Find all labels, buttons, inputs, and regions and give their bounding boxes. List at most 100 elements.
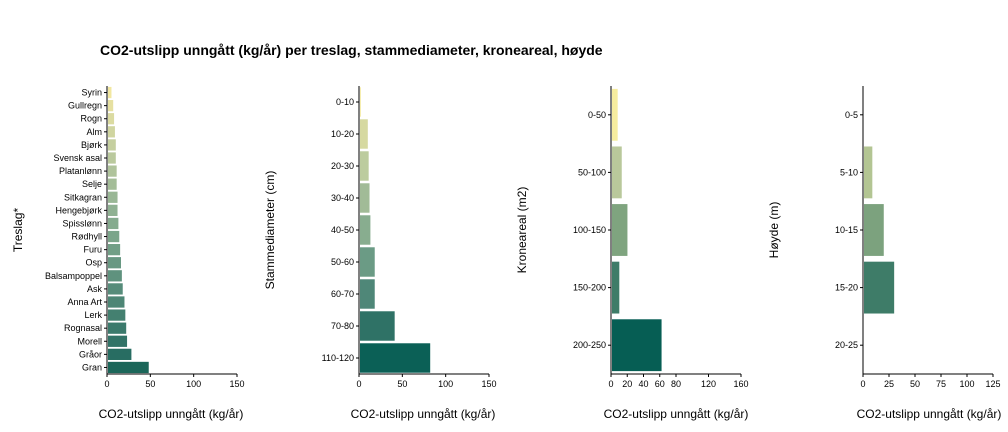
x-tick-label: 80 [671,379,681,389]
y-tick-label: 50-100 [578,167,606,177]
y-tick-label: 10-20 [331,129,354,139]
bar [360,279,375,309]
y-tick-label: 15-20 [835,283,858,293]
x-tick-label: 100 [959,379,974,389]
x-tick-label: 20 [622,379,632,389]
bar [108,348,132,360]
bar [612,261,620,314]
x-axis-title: CO2-utslipp unngått (kg/år) [351,407,496,421]
y-tick-label: 5-10 [840,167,858,177]
y-tick-label: 100-150 [573,225,606,235]
x-tick-label: 0 [104,379,109,389]
bar [108,113,115,125]
y-tick-label: Gran [82,362,102,372]
y-axis-title: Høyde (m) [767,202,781,259]
bar [108,152,116,164]
y-tick-label: 0-5 [845,110,858,120]
y-tick-label: 0-10 [336,97,354,107]
y-tick-label: Anna Art [67,297,102,307]
bar [864,146,873,199]
x-tick-label: 0 [356,379,361,389]
y-tick-label: Selje [82,179,102,189]
bar [360,215,371,245]
bar [108,126,115,138]
y-tick-label: 10-15 [835,225,858,235]
bar [360,151,369,181]
x-tick-label: 75 [936,379,946,389]
y-tick-label: Furu [83,245,102,255]
y-axis-title: Treslag* [11,208,25,253]
y-axis-title: Kroneareal (m2) [515,187,529,274]
bar [108,165,117,177]
y-tick-label: Balsampoppel [45,271,102,281]
x-tick-label: 0 [608,379,613,389]
bar [864,261,895,314]
bar [108,270,122,282]
y-tick-label: Morell [77,336,102,346]
y-tick-label: Bjørk [81,140,102,150]
y-tick-label: 60-70 [331,289,354,299]
y-tick-label: 200-250 [573,340,606,350]
bar [360,119,368,149]
y-tick-label: Gullregn [68,101,102,111]
bar [108,296,125,308]
bar [612,204,628,256]
y-tick-label: Rødhyll [71,232,102,242]
y-tick-label: Alm [87,127,103,137]
x-tick-label: 50 [145,379,155,389]
x-tick-label: 120 [701,379,716,389]
bar [360,311,395,341]
bar [108,191,118,203]
x-tick-label: 150 [481,379,496,389]
x-axis-title: CO2-utslipp unngått (kg/år) [604,407,749,421]
y-tick-label: Gråor [79,349,102,359]
y-tick-label: Osp [85,258,102,268]
bar [108,139,116,151]
bar [108,178,117,190]
x-tick-label: 100 [438,379,453,389]
bar [108,322,127,334]
y-tick-label: 70-80 [331,321,354,331]
bar [108,257,121,269]
x-tick-label: 100 [186,379,201,389]
bar [108,361,149,374]
bar [108,204,118,216]
bar [864,204,884,256]
bar [108,335,128,347]
bar [360,247,375,277]
bar [612,88,618,141]
y-tick-label: 50-60 [331,257,354,267]
bar [108,309,126,321]
bar [108,230,120,243]
x-tick-label: 50 [397,379,407,389]
x-tick-label: 25 [884,379,894,389]
bar [360,343,431,373]
y-tick-label: Svensk asal [53,153,102,163]
bar [360,183,370,213]
x-tick-label: 150 [229,379,244,389]
bar [108,86,112,99]
y-tick-label: 110-120 [322,353,354,363]
bar [108,283,123,295]
y-tick-label: Platanlønn [59,166,102,176]
y-tick-label: Spisslønn [62,218,102,228]
bar [360,87,361,117]
y-tick-label: 20-25 [835,340,858,350]
x-axis-title: CO2-utslipp unngått (kg/år) [99,407,244,421]
bar [108,244,121,256]
y-tick-label: 40-50 [331,225,354,235]
x-tick-label: 160 [733,379,748,389]
x-axis-title: CO2-utslipp unngått (kg/år) [857,407,1002,421]
y-tick-label: Rogn [80,114,102,124]
x-tick-label: 125 [985,379,1000,389]
x-tick-label: 40 [638,379,648,389]
bar [612,319,662,372]
bar [612,146,622,199]
chart-title: CO2-utslipp unngått (kg/år) per treslag,… [100,42,603,58]
y-tick-label: Lerk [84,310,102,320]
x-tick-label: 60 [655,379,665,389]
y-tick-label: 150-200 [573,283,606,293]
y-tick-label: 20-30 [331,161,354,171]
bar [108,100,114,112]
